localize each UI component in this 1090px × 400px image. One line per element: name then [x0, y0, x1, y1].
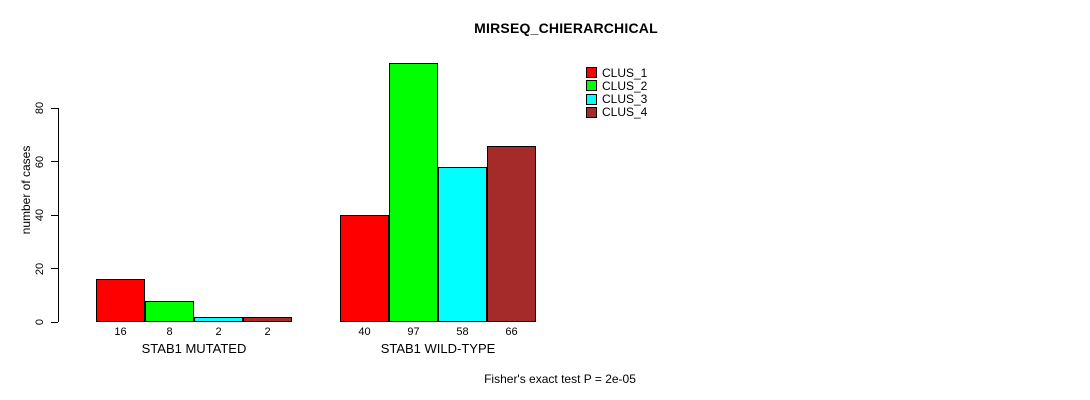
- y-axis-line: [58, 108, 59, 322]
- legend-label: CLUS_4: [602, 105, 648, 120]
- x-group-label: STAB1 WILD-TYPE: [380, 341, 496, 356]
- y-axis-tick-label: 20: [34, 262, 46, 275]
- y-axis-tick-label: 80: [34, 102, 46, 115]
- bar-value-label: 2: [215, 326, 222, 338]
- bar-value-label: 8: [166, 326, 173, 338]
- bar-clus-4-stab1-wild-type: [487, 146, 536, 322]
- bar-value-label: 66: [505, 326, 518, 338]
- y-axis-tick-label: 60: [34, 155, 46, 168]
- y-axis-tick: [51, 214, 58, 216]
- legend-swatch-clus-2: [586, 80, 597, 92]
- bar-value-label: 97: [407, 326, 420, 338]
- chart-title: MIRSEQ_CHIERARCHICAL: [474, 20, 658, 36]
- bar-clus-2-stab1-wild-type: [389, 63, 438, 322]
- bar-value-label: 58: [456, 326, 469, 338]
- legend-label: CLUS_1: [602, 65, 648, 80]
- legend-swatch-clus-1: [586, 67, 597, 78]
- bar-clus-1-stab1-wild-type: [340, 215, 389, 322]
- bar-clus-1-stab1-mutated: [96, 279, 145, 322]
- bar-clus-2-stab1-mutated: [145, 301, 194, 322]
- bar-value-label: 40: [358, 326, 371, 338]
- y-axis-tick-label: 0: [34, 318, 46, 326]
- bar-clus-3-stab1-wild-type: [438, 167, 487, 322]
- x-group-label: STAB1 MUTATED: [141, 341, 247, 356]
- y-axis-label: number of cases: [19, 145, 33, 235]
- bar-value-label: 16: [114, 326, 127, 338]
- y-axis-tick-label: 40: [34, 209, 46, 222]
- bar-clus-4-stab1-mutated: [243, 317, 292, 322]
- legend-label: CLUS_3: [602, 92, 648, 107]
- legend-label: CLUS_2: [602, 78, 648, 93]
- y-axis-tick: [51, 268, 58, 270]
- y-axis-tick: [51, 161, 58, 163]
- bar-value-label: 2: [264, 326, 271, 338]
- fisher-test-annotation: Fisher's exact test P = 2e-05: [484, 372, 636, 386]
- bar-clus-3-stab1-mutated: [194, 317, 243, 322]
- legend-swatch-clus-4: [586, 106, 597, 118]
- y-axis-tick: [51, 321, 58, 323]
- y-axis-tick: [51, 107, 58, 109]
- legend-swatch-clus-3: [586, 93, 597, 105]
